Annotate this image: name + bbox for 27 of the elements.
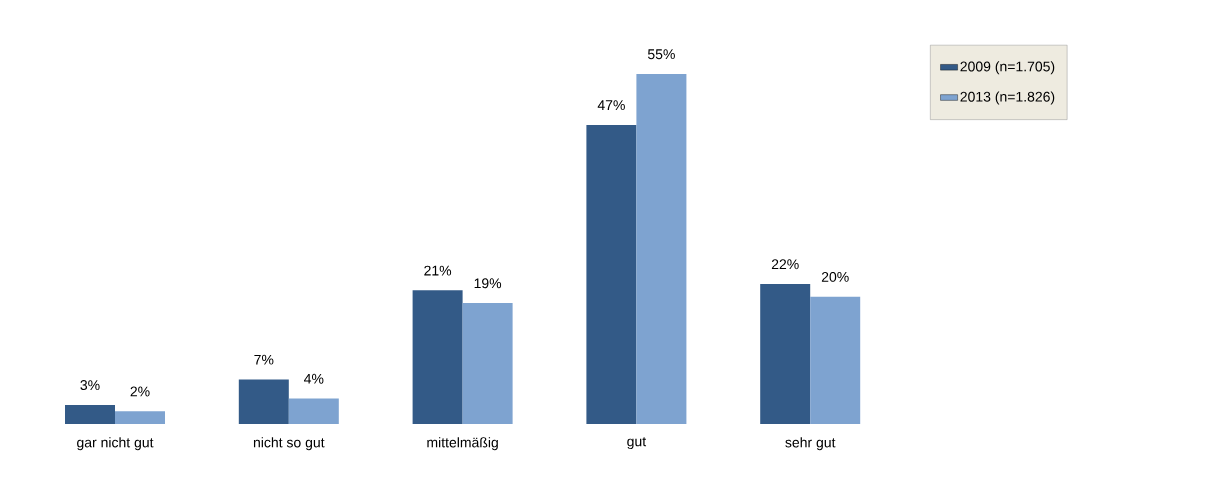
- bar: [462, 303, 513, 424]
- data-label: 47%: [597, 100, 625, 111]
- data-label: 2%: [130, 386, 150, 397]
- x-tick-label: nicht so gut: [253, 437, 325, 451]
- bar: [760, 284, 811, 424]
- bar: [65, 404, 115, 424]
- data-label: 4%: [304, 373, 324, 384]
- data-label: 22%: [771, 259, 799, 270]
- data-label: 20%: [821, 271, 849, 282]
- data-label: 7%: [254, 354, 274, 365]
- bar: [810, 296, 861, 424]
- data-label: 21%: [424, 265, 452, 276]
- data-label: 19%: [474, 278, 502, 289]
- bar: [238, 379, 289, 424]
- bar: [288, 398, 339, 424]
- x-tick-label: sehr gut: [785, 437, 836, 451]
- legend-label: 2013 (n=1.826): [960, 91, 1055, 105]
- bar: [586, 124, 637, 424]
- data-label: 3%: [80, 380, 100, 391]
- bar: [636, 74, 687, 424]
- data-label: 55%: [647, 49, 675, 60]
- legend-label: 2009 (n=1.705): [960, 61, 1055, 75]
- x-tick-label: gut: [627, 437, 647, 450]
- bar: [115, 411, 165, 424]
- x-tick-label: mittelmäßig: [427, 437, 498, 451]
- x-tick-label: gar nicht gut: [77, 437, 154, 451]
- bar: [412, 290, 463, 424]
